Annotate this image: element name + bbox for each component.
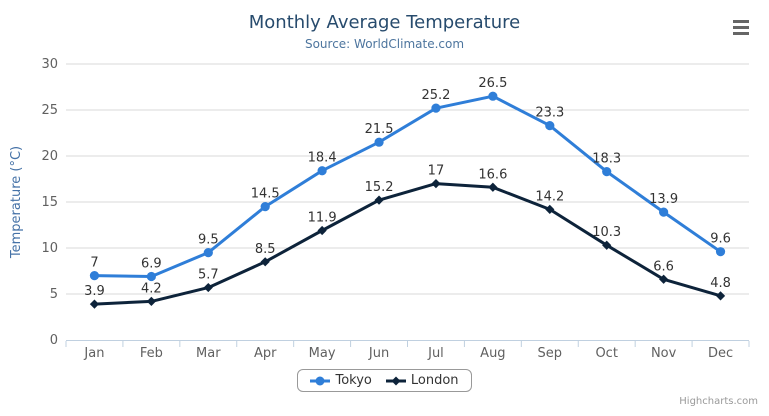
x-axis-label: Aug bbox=[480, 346, 505, 361]
y-axis-label: 0 bbox=[50, 333, 58, 348]
data-label: 14.5 bbox=[251, 187, 280, 202]
data-label: 26.5 bbox=[478, 76, 507, 91]
marker-london[interactable] bbox=[488, 182, 498, 192]
marker-london[interactable] bbox=[545, 204, 555, 214]
data-label: 7 bbox=[90, 256, 98, 271]
hamburger-bar bbox=[733, 25, 749, 29]
data-label: 11.9 bbox=[308, 211, 337, 226]
x-axis-label: Apr bbox=[254, 346, 277, 361]
data-label: 18.3 bbox=[592, 152, 621, 167]
data-label: 15.2 bbox=[365, 180, 394, 195]
data-label: 9.6 bbox=[710, 232, 731, 247]
legend-box: Tokyo London bbox=[297, 369, 472, 392]
data-label: 16.6 bbox=[478, 167, 507, 182]
hamburger-bar bbox=[733, 31, 749, 35]
chart-subtitle: Source: WorldClimate.com bbox=[304, 37, 465, 51]
y-axis-label: 5 bbox=[50, 287, 58, 302]
marker-london[interactable] bbox=[317, 225, 327, 236]
data-label: 25.2 bbox=[421, 88, 450, 103]
y-axis-label: 20 bbox=[41, 149, 58, 164]
legend-label: Tokyo bbox=[335, 373, 372, 388]
marker-tokyo[interactable] bbox=[602, 167, 612, 177]
data-label: 5.7 bbox=[198, 268, 219, 283]
marker-tokyo[interactable] bbox=[203, 248, 213, 258]
diamond-marker-icon bbox=[385, 376, 406, 385]
y-axis-label: 25 bbox=[41, 103, 58, 118]
marker-london[interactable] bbox=[431, 179, 441, 189]
data-label: 9.5 bbox=[198, 233, 219, 248]
marker-tokyo[interactable] bbox=[374, 137, 384, 147]
chart-title: Monthly Average Temperature bbox=[248, 12, 521, 33]
data-label: 4.8 bbox=[710, 276, 731, 291]
marker-tokyo[interactable] bbox=[146, 271, 156, 282]
marker-london[interactable] bbox=[146, 296, 156, 306]
x-axis-label: Sep bbox=[538, 346, 563, 361]
data-label: 6.6 bbox=[653, 259, 674, 274]
marker-london[interactable] bbox=[89, 299, 100, 309]
x-axis-label: Feb bbox=[140, 346, 163, 361]
data-label: 21.5 bbox=[365, 122, 394, 137]
x-axis-label: Nov bbox=[651, 346, 677, 361]
data-label: 8.5 bbox=[255, 242, 276, 257]
marker-tokyo[interactable] bbox=[659, 207, 669, 217]
hamburger-bar bbox=[733, 19, 749, 23]
data-label: 14.2 bbox=[535, 189, 564, 204]
y-axis-label: 15 bbox=[41, 195, 58, 210]
legend-item-london[interactable]: London bbox=[385, 373, 459, 388]
marker-tokyo[interactable] bbox=[431, 103, 441, 113]
data-label: 13.9 bbox=[649, 192, 678, 207]
y-axis-label: 10 bbox=[41, 241, 58, 256]
y-axis-title: Temperature (°C) bbox=[9, 146, 24, 259]
highcharts-credit-link[interactable]: Highcharts.com bbox=[679, 396, 758, 407]
series-line-london[interactable] bbox=[94, 182, 721, 306]
data-label: 3.9 bbox=[84, 284, 105, 299]
marker-london[interactable] bbox=[260, 257, 270, 267]
marker-tokyo[interactable] bbox=[260, 202, 270, 212]
x-axis-label: Jan bbox=[83, 346, 104, 361]
legend: Tokyo London bbox=[0, 369, 769, 392]
x-axis-label: Dec bbox=[708, 346, 733, 361]
marker-london[interactable] bbox=[602, 240, 612, 250]
x-axis-label: Jul bbox=[427, 346, 444, 361]
hamburger-menu-icon[interactable] bbox=[729, 14, 757, 40]
marker-tokyo[interactable] bbox=[545, 121, 555, 131]
data-label: 4.2 bbox=[141, 281, 162, 296]
legend-label: London bbox=[410, 373, 459, 388]
marker-london[interactable] bbox=[659, 274, 669, 284]
data-label: 23.3 bbox=[535, 106, 564, 121]
y-axis-label: 30 bbox=[41, 57, 58, 72]
data-label: 10.3 bbox=[592, 225, 621, 240]
marker-tokyo[interactable] bbox=[89, 271, 100, 281]
x-axis-label: Jun bbox=[368, 346, 389, 361]
data-label: 6.9 bbox=[141, 257, 162, 272]
series-line-tokyo[interactable] bbox=[94, 94, 722, 278]
x-axis-label: Mar bbox=[196, 346, 221, 361]
x-axis-label: May bbox=[309, 346, 336, 361]
data-label: 18.4 bbox=[308, 151, 337, 166]
circle-marker-icon bbox=[310, 376, 331, 385]
marker-london[interactable] bbox=[374, 195, 384, 205]
x-axis-label: Oct bbox=[595, 346, 617, 361]
marker-tokyo[interactable] bbox=[317, 166, 327, 176]
data-label: 17 bbox=[428, 164, 445, 179]
marker-london[interactable] bbox=[715, 291, 726, 301]
legend-item-tokyo[interactable]: Tokyo bbox=[310, 373, 372, 388]
marker-tokyo[interactable] bbox=[488, 91, 498, 101]
marker-tokyo[interactable] bbox=[715, 247, 726, 257]
marker-london[interactable] bbox=[203, 282, 213, 293]
